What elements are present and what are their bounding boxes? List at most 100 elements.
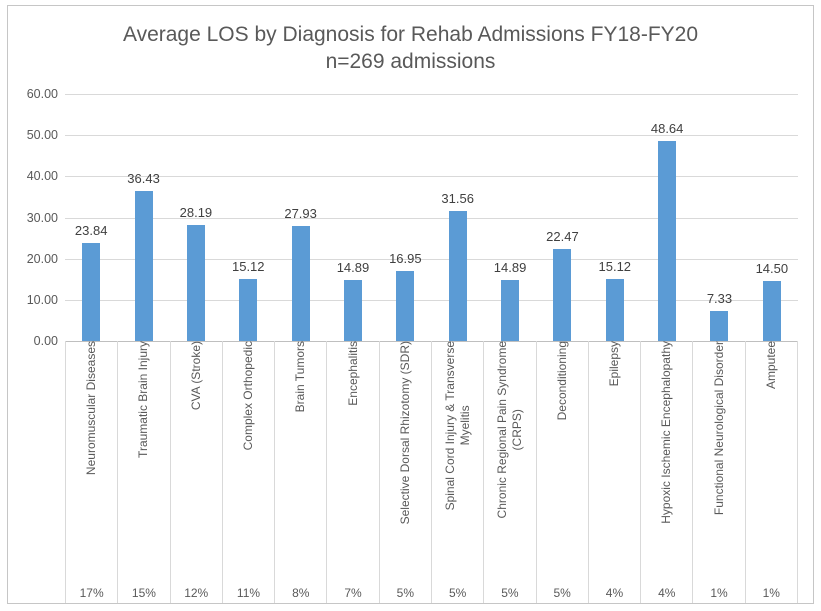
category-label-zone: Chronic Regional Pain Syndrome (CRPS) <box>484 341 535 553</box>
x-axis-category-cell: Complex Orthopedic 11% <box>221 341 274 603</box>
bar-value-label: 15.12 <box>598 258 632 274</box>
percent-zone: 5% <box>432 553 483 603</box>
category-label: Spinal Cord Injury & Transverse Myelitis <box>442 341 472 511</box>
bar-value-label: 23.84 <box>74 222 108 238</box>
bar <box>658 140 677 341</box>
category-label-zone: Epilepsy <box>589 341 640 553</box>
percent-zone: 5% <box>484 553 535 603</box>
bar-value-label: 14.50 <box>755 261 789 277</box>
bar-value-label: 14.89 <box>336 259 370 275</box>
category-label: Complex Orthopedic <box>240 341 255 451</box>
bar-column: 14.89 <box>484 94 536 341</box>
bar-column: 7.33 <box>693 94 745 341</box>
bar <box>239 278 258 341</box>
percent-label: 8% <box>292 586 310 600</box>
percent-label: 12% <box>184 586 209 600</box>
percent-zone: 7% <box>327 553 378 603</box>
x-axis-category-cell: Epilepsy 4% <box>587 341 640 603</box>
category-label-zone: Spinal Cord Injury & Transverse Myelitis <box>432 341 483 553</box>
percent-zone: 8% <box>275 553 326 603</box>
chart-frame: Average LOS by Diagnosis for Rehab Admis… <box>7 5 814 604</box>
bar-value-label: 27.93 <box>284 206 317 222</box>
percent-label: 7% <box>344 586 362 600</box>
category-label-zone: Brain Tumors <box>275 341 326 553</box>
x-axis-category-cell: Selective Dorsal Rhizotomy (SDR) 5% <box>378 341 431 603</box>
bar-value-label: 14.89 <box>493 259 527 275</box>
y-tick-label: 20.00 <box>26 251 58 266</box>
category-label: Deconditioning <box>554 341 569 421</box>
x-axis-category-cell: Amputee 1% <box>744 341 798 603</box>
bar-column: 15.12 <box>589 94 641 341</box>
bar-column: 14.89 <box>327 94 379 341</box>
bar-column: 31.56 <box>432 94 484 341</box>
y-tick-label: 60.00 <box>26 87 58 101</box>
bar-column: 14.50 <box>746 94 798 341</box>
x-axis-category-cell: Spinal Cord Injury & Transverse Myelitis… <box>430 341 483 603</box>
bar <box>82 242 101 341</box>
gridline <box>65 176 798 178</box>
category-label-zone: Complex Orthopedic <box>223 341 274 553</box>
x-axis-category-cell: Neuromuscular Diseases 17% <box>65 341 117 603</box>
percent-zone: 5% <box>380 553 431 603</box>
gridline <box>65 299 798 301</box>
category-label-zone: Neuromuscular Diseases <box>66 341 117 553</box>
percent-zone: 4% <box>589 553 640 603</box>
bar-value-label: 16.95 <box>389 251 422 267</box>
x-axis-category-cell: Chronic Regional Pain Syndrome (CRPS) 5% <box>483 341 535 603</box>
percent-label: 17% <box>79 586 104 600</box>
category-label: Hypoxic Ischemic Encephalopathy <box>659 341 674 524</box>
percent-zone: 4% <box>641 553 692 603</box>
bar-column: 22.47 <box>536 94 588 341</box>
percent-zone: 11% <box>223 553 274 603</box>
bar <box>553 248 572 341</box>
bar-column: 23.84 <box>65 94 117 341</box>
percent-label: 5% <box>448 586 467 600</box>
percent-label: 4% <box>658 586 676 600</box>
percent-label: 15% <box>131 586 156 600</box>
percent-zone: 1% <box>746 553 797 603</box>
plot-area: 0.00 10.00 20.00 30.00 40.00 50.00 60.00 23.84… <box>27 87 798 348</box>
y-tick-label: 40.00 <box>26 169 58 184</box>
x-axis-category-cell: Functional Neurological Disorder 1% <box>692 341 744 603</box>
percent-label: 5% <box>553 586 571 600</box>
bar-value-label: 15.12 <box>231 258 265 274</box>
bar <box>343 279 362 341</box>
percent-zone: 12% <box>171 553 222 603</box>
bar-column: 27.93 <box>274 94 326 341</box>
bar <box>396 271 415 341</box>
y-tick-label: 50.00 <box>26 128 58 143</box>
x-axis-category-cell: Traumatic Brain Injury 15% <box>117 341 169 603</box>
x-axis-category-cell: CVA (Stroke) 12% <box>169 341 222 603</box>
percent-label: 1% <box>762 586 780 600</box>
x-axis-area: Neuromuscular Diseases 17% Traumatic Brain… <box>65 341 798 603</box>
x-axis-category-cell: Encephalitis 7% <box>326 341 378 603</box>
percent-label: 5% <box>396 586 414 600</box>
percent-zone: 17% <box>66 553 117 603</box>
bar-value-label: 28.19 <box>179 204 213 220</box>
gridline <box>65 217 798 219</box>
percent-label: 4% <box>605 586 624 600</box>
percent-label: 1% <box>710 586 728 600</box>
bar-value-label: 48.64 <box>650 120 684 136</box>
category-label: Epilepsy <box>606 341 621 387</box>
bar-value-label: 22.47 <box>546 228 579 244</box>
category-label: Chronic Regional Pain Syndrome (CRPS) <box>494 341 524 519</box>
category-label-zone: Selective Dorsal Rhizotomy (SDR) <box>380 341 431 553</box>
y-tick-label: 10.00 <box>26 292 58 307</box>
bar <box>605 278 624 341</box>
category-label-zone: Traumatic Brain Injury <box>118 341 169 553</box>
chart-title: Average LOS by Diagnosis for Rehab Admis… <box>122 23 699 73</box>
category-label: Functional Neurological Disorder <box>711 341 726 516</box>
category-label-zone: CVA (Stroke) <box>171 341 222 553</box>
percent-zone: 1% <box>693 553 744 603</box>
category-label-zone: Deconditioning <box>537 341 588 553</box>
category-label: Neuromuscular Diseases <box>84 341 99 476</box>
bar-column: 28.19 <box>170 94 222 341</box>
bar-value-label: 31.56 <box>441 191 474 207</box>
category-label-zone: Functional Neurological Disorder <box>693 341 744 553</box>
category-label-zone: Hypoxic Ischemic Encephalopathy <box>641 341 692 553</box>
bar-column: 48.64 <box>641 94 693 341</box>
bar <box>134 191 153 341</box>
category-label: Traumatic Brain Injury <box>136 341 151 458</box>
